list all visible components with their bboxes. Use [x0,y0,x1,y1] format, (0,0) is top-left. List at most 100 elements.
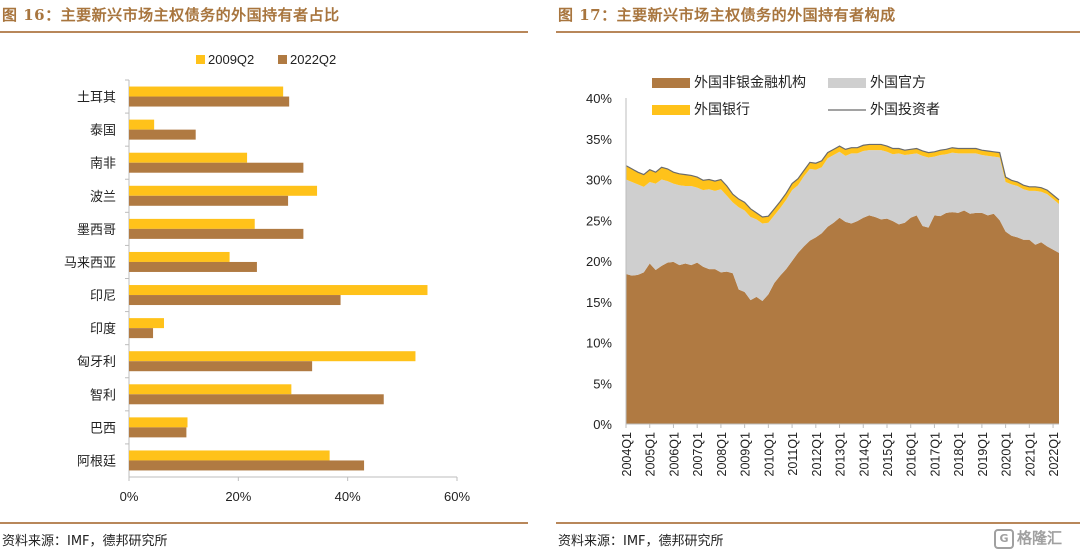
bar-2022Q2-印尼 [129,295,341,306]
watermark-text: 格隆汇 [1016,529,1062,547]
bar-category-label: 匈牙利 [77,355,116,370]
left-source-note: 资料来源：IMF，德邦研究所 [2,534,168,549]
area-x-tick-label: 2020Q1 [1000,432,1014,477]
area-x-tick-label: 2004Q1 [620,432,634,477]
area-x-tick-label: 2013Q1 [834,432,848,477]
bar-category-label: 波兰 [90,190,116,205]
left-title-rule [0,31,528,33]
area-legend-label-外国投资者: 外国投资者 [870,102,940,118]
bar-x-tick-label: 40% [335,489,361,504]
area-x-tick-label: 2022Q1 [1047,432,1061,477]
bar-x-tick-label: 20% [225,489,251,504]
bar-2022Q2-南非 [129,162,304,173]
area-x-tick-label: 2019Q1 [976,432,990,477]
bar-2022Q2-土耳其 [129,96,290,107]
bar-2009Q2-印尼 [129,285,428,296]
bar-category-label: 土耳其 [77,91,116,106]
area-legend-label-外国官方: 外国官方 [870,75,926,91]
bar-category-label: 马来西亚 [64,256,116,271]
area-x-tick-label: 2015Q1 [881,432,895,477]
bar-2022Q2-墨西哥 [129,228,304,239]
area-x-tick-label: 2016Q1 [905,432,919,477]
legend-label-2009Q2: 2009Q2 [208,52,254,67]
line-series-外国投资者 [625,143,1060,218]
area-x-tick-label: 2009Q1 [739,432,753,477]
bar-2009Q2-阿根廷 [129,450,330,461]
right-title-rule [556,31,1080,33]
area-y-tick-label: 15% [586,295,612,310]
bar-2009Q2-波兰 [129,185,318,196]
bar-2009Q2-墨西哥 [129,218,255,229]
area-legend-swatch-外国非银金融机构 [652,78,690,88]
area-x-tick-label: 2017Q1 [928,432,942,477]
right-source-note: 资料来源：IMF，德邦研究所 [558,534,724,549]
right-panel: 图 17：主要新兴市场主权债务的外国持有者构成 0% 5% 10% 15% 20% 25%… [556,0,1080,554]
bar-2022Q2-印度 [129,328,154,339]
bar-2022Q2-匈牙利 [129,361,313,372]
area-legend-swatch-外国银行 [652,105,690,115]
right-source-rule [556,522,1080,524]
bar-x-tick-label: 0% [120,489,139,504]
area-y-tick-label: 10% [586,336,612,351]
area-chart: 0% 5% 10% 15% 20% 25% 30% 35% 40% 2004Q1 2005Q1 200… [586,75,1061,477]
area-legend-swatch-外国官方 [828,78,866,88]
legend-label-2022Q2: 2022Q2 [290,52,336,67]
bar-category-label: 印尼 [90,289,116,304]
area-x-tick-label: 2008Q1 [715,432,729,477]
area-y-tick-label: 40% [586,91,612,106]
bar-2009Q2-泰国 [129,119,155,130]
area-legend-label-外国银行: 外国银行 [694,102,750,118]
area-x-tick-label: 2011Q1 [786,432,800,476]
bar-2022Q2-智利 [129,394,384,405]
area-y-tick-label: 35% [586,132,612,147]
area-x-tick-label: 2021Q1 [1023,432,1037,477]
bar-category-label: 泰国 [90,124,116,139]
watermark-logo-icon: G [993,528,1014,549]
bar-category-label: 阿根廷 [77,454,116,469]
area-x-tick-label: 2010Q1 [762,432,776,477]
bar-2022Q2-巴西 [129,427,187,438]
bar-2022Q2-阿根廷 [129,460,365,471]
bar-2022Q2-马来西亚 [129,261,257,272]
left-panel: 图 16：主要新兴市场主权债务的外国持有者占比 2009Q2 2022Q2 0% 20… [0,0,528,554]
bar-2022Q2-波兰 [129,195,289,206]
left-source-rule [0,522,528,524]
bar-2009Q2-印度 [129,318,164,329]
right-chart-title: 图 17：主要新兴市场主权债务的外国持有者构成 [558,6,896,24]
area-y-tick-label: 20% [586,254,612,269]
watermark: G 格隆汇 [993,527,1062,549]
bar-category-label: 巴西 [90,421,116,436]
bar-2009Q2-智利 [129,384,292,395]
area-x-tick-label: 2007Q1 [691,432,705,477]
area-x-tick-label: 2014Q1 [857,432,871,477]
bar-2022Q2-泰国 [129,129,196,140]
area-x-tick-label: 2012Q1 [810,432,824,477]
area-x-tick-label: 2006Q1 [667,432,681,477]
bar-2009Q2-土耳其 [129,86,284,97]
bar-2009Q2-马来西亚 [129,251,230,262]
bar-category-label: 智利 [90,388,116,403]
bar-category-label: 印度 [90,321,116,337]
bar-legend: 2009Q2 2022Q2 [196,52,336,67]
area-x-tick-label: 2018Q1 [952,432,966,477]
area-series-外国银行 [626,144,1059,224]
legend-swatch-2022Q2 [278,55,287,64]
bar-category-label: 墨西哥 [77,223,116,238]
area-y-tick-label: 30% [586,173,612,188]
bar-category-label: 南非 [90,156,116,172]
left-chart-title: 图 16：主要新兴市场主权债务的外国持有者占比 [2,6,340,24]
area-series-外国非银金融机构 [626,210,1059,424]
area-series-外国官方 [626,150,1059,301]
bar-2009Q2-巴西 [129,417,188,428]
bar-2009Q2-匈牙利 [129,351,416,362]
bar-chart: 2009Q2 2022Q2 0% 20% 40% 60% 土耳其泰国南非波兰墨西哥马来西亚印… [64,52,470,504]
area-y-tick-label: 0% [593,417,612,432]
area-legend-label-外国非银金融机构: 外国非银金融机构 [694,75,806,91]
bar-2009Q2-南非 [129,152,248,163]
area-x-tick-label: 2005Q1 [644,432,658,477]
legend-swatch-2009Q2 [196,55,205,64]
area-y-tick-label: 25% [586,213,612,228]
area-y-tick-label: 5% [593,376,612,391]
bar-x-tick-label: 60% [444,489,470,504]
